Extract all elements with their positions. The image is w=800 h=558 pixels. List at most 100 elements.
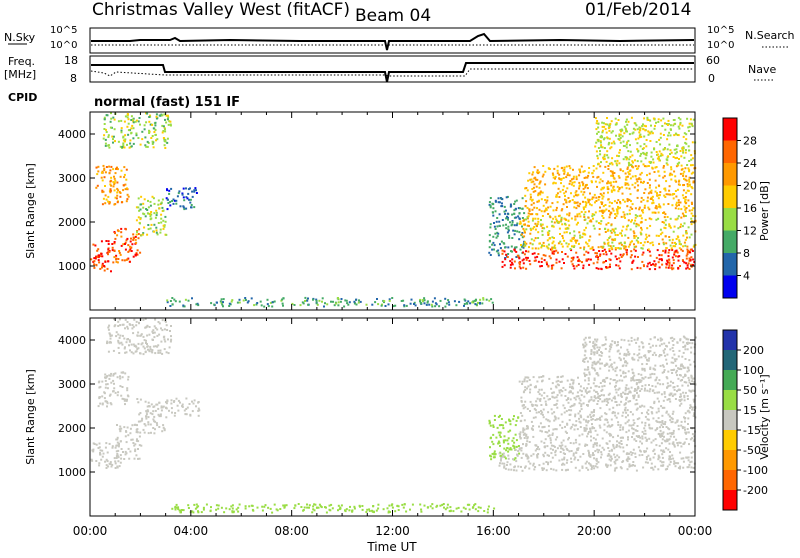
data-cell — [677, 389, 679, 391]
data-cell — [604, 147, 606, 149]
data-cell — [685, 138, 687, 140]
y-tick-label: 3000 — [58, 172, 86, 185]
data-cell — [127, 321, 129, 323]
data-cell — [137, 249, 139, 251]
data-cell — [627, 421, 629, 423]
data-cell — [265, 504, 267, 506]
data-cell — [640, 374, 642, 376]
data-cell — [635, 207, 637, 209]
data-cell — [448, 301, 450, 303]
data-cell — [520, 450, 522, 452]
data-cell — [584, 342, 586, 344]
data-cell — [167, 202, 169, 204]
data-cell — [135, 236, 137, 238]
data-cell — [679, 405, 681, 407]
data-cell — [653, 162, 655, 164]
data-cell — [592, 172, 594, 174]
data-cell — [103, 453, 105, 455]
data-cell — [531, 204, 533, 206]
data-cell — [154, 124, 156, 126]
data-cell — [668, 342, 670, 344]
data-cell — [128, 123, 130, 125]
data-cell — [411, 299, 413, 301]
data-cell — [555, 250, 557, 252]
data-cell — [629, 244, 631, 246]
data-cell — [162, 199, 164, 201]
data-cell — [675, 190, 677, 192]
data-cell — [239, 302, 241, 304]
data-cell — [518, 238, 520, 240]
data-cell — [653, 402, 655, 404]
data-cell — [541, 430, 543, 432]
data-cell — [596, 391, 598, 393]
data-cell — [649, 367, 651, 369]
data-cell — [671, 247, 673, 249]
data-cell — [169, 204, 171, 206]
data-cell — [638, 357, 640, 359]
data-cell — [557, 394, 559, 396]
data-cell — [685, 392, 687, 394]
data-cell — [603, 253, 605, 255]
data-cell — [589, 193, 591, 195]
data-cell — [543, 392, 545, 394]
data-cell — [377, 303, 379, 305]
data-cell — [661, 453, 663, 455]
data-cell — [107, 136, 109, 138]
data-cell — [583, 248, 585, 250]
data-cell — [579, 470, 581, 472]
data-cell — [401, 504, 403, 506]
data-cell — [679, 247, 681, 249]
data-cell — [609, 250, 611, 252]
data-cell — [670, 179, 672, 181]
data-cell — [691, 457, 693, 459]
data-cell — [614, 143, 616, 145]
data-cell — [600, 456, 602, 458]
data-cell — [555, 469, 557, 471]
data-cell — [96, 250, 98, 252]
data-cell — [177, 506, 179, 508]
data-cell — [502, 219, 504, 221]
data-cell — [669, 194, 671, 196]
data-cell — [178, 190, 180, 192]
data-cell — [134, 443, 136, 445]
data-cell — [515, 424, 517, 426]
data-cell — [572, 382, 574, 384]
data-cell — [514, 261, 516, 263]
data-cell — [617, 160, 619, 162]
data-cell — [555, 450, 557, 452]
data-cell — [626, 213, 628, 215]
data-cell — [632, 413, 634, 415]
data-cell — [561, 209, 563, 211]
data-cell — [489, 234, 491, 236]
data-cell — [150, 228, 152, 230]
data-cell — [680, 217, 682, 219]
data-cell — [170, 335, 172, 337]
data-cell — [489, 246, 491, 248]
data-cell — [668, 252, 670, 254]
data-cell — [110, 461, 112, 463]
data-cell — [119, 191, 121, 193]
data-cell — [602, 130, 604, 132]
data-cell — [141, 131, 143, 133]
data-cell — [94, 245, 96, 247]
data-cell — [613, 445, 615, 447]
data-cell — [610, 212, 612, 214]
data-cell — [571, 260, 573, 262]
data-cell — [583, 188, 585, 190]
data-cell — [680, 393, 682, 395]
data-cell — [531, 427, 533, 429]
data-cell — [198, 415, 200, 417]
data-cell — [403, 507, 405, 509]
data-cell — [617, 412, 619, 414]
data-cell — [611, 425, 613, 427]
nave-tick-top: 60 — [706, 54, 720, 67]
data-cell — [501, 463, 503, 465]
data-cell — [161, 409, 163, 411]
data-cell — [516, 420, 518, 422]
data-cell — [582, 360, 584, 362]
data-cell — [110, 190, 112, 192]
data-cell — [129, 324, 131, 326]
data-cell — [689, 407, 691, 409]
data-cell — [577, 459, 579, 461]
data-cell — [138, 120, 140, 122]
